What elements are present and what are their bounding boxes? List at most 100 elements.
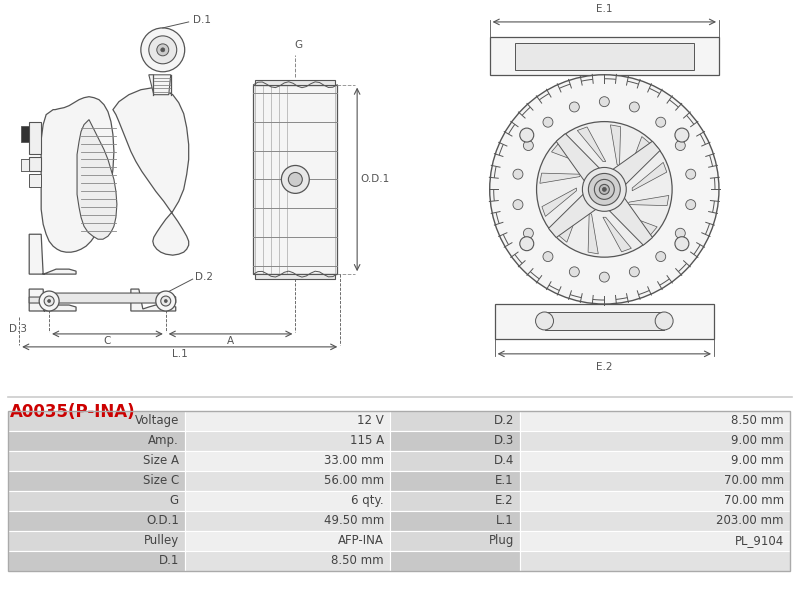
Polygon shape [149,75,170,95]
Polygon shape [490,37,719,75]
Circle shape [537,121,672,257]
Bar [520,491,790,511]
Polygon shape [22,160,30,171]
Text: 203.00 mm: 203.00 mm [717,514,784,527]
Text: A0035(P-INA): A0035(P-INA) [10,403,136,421]
Circle shape [149,36,177,64]
Circle shape [520,237,534,251]
Bar [520,431,790,451]
Bar [520,531,790,551]
Bar [520,551,790,571]
Text: D.2: D.2 [494,414,514,427]
Bar [185,551,390,571]
Circle shape [161,48,165,52]
Text: 33.00 mm: 33.00 mm [324,454,384,467]
Text: 9.00 mm: 9.00 mm [731,434,784,447]
Text: 115 A: 115 A [350,434,384,447]
Bar [185,531,390,551]
Polygon shape [542,188,577,216]
Circle shape [161,296,170,306]
Text: D.1: D.1 [193,15,210,25]
Text: L.1: L.1 [172,349,187,359]
Text: D.2: D.2 [194,272,213,282]
Text: E.2: E.2 [495,494,514,507]
Circle shape [686,169,696,179]
Bar [8,431,185,451]
Bar [185,411,390,431]
Polygon shape [131,289,176,311]
Bar [185,431,390,451]
Bar [8,451,185,471]
Bar [520,511,790,531]
Text: C: C [103,336,110,346]
Polygon shape [608,197,653,245]
Polygon shape [22,125,30,141]
Text: D.3: D.3 [10,324,27,334]
Polygon shape [255,80,335,85]
Circle shape [543,252,553,262]
Circle shape [655,312,673,330]
Bar [390,431,520,451]
Bar [390,551,520,571]
Circle shape [656,117,666,127]
Text: D.1: D.1 [158,554,179,567]
Text: 8.50 mm: 8.50 mm [331,554,384,567]
Text: G: G [170,494,179,507]
Circle shape [156,291,176,311]
Text: Size C: Size C [142,474,179,487]
Text: PL_9104: PL_9104 [734,534,784,547]
Bar [185,451,390,471]
Bar [185,471,390,491]
Text: 6 qty.: 6 qty. [351,494,384,507]
Bar [390,451,520,471]
Bar [520,451,790,471]
Bar [185,511,390,531]
Bar [390,531,520,551]
Bar [520,411,790,431]
Circle shape [599,97,610,107]
Text: Voltage: Voltage [134,414,179,427]
Circle shape [599,184,610,194]
Text: D.4: D.4 [494,454,514,467]
Polygon shape [30,234,76,274]
Text: E.1: E.1 [596,4,613,14]
Circle shape [523,229,534,238]
Circle shape [282,166,310,193]
Circle shape [588,173,620,206]
Circle shape [594,180,614,199]
Bar [8,411,185,431]
Text: L.1: L.1 [496,514,514,527]
Polygon shape [30,121,41,154]
Text: G: G [294,40,302,50]
Text: 70.00 mm: 70.00 mm [724,494,784,507]
Polygon shape [617,213,657,235]
Circle shape [535,312,554,330]
Bar [185,491,390,511]
Bar [390,471,520,491]
Circle shape [164,300,167,303]
Circle shape [686,200,696,210]
Polygon shape [551,144,592,166]
Polygon shape [30,289,76,311]
Text: D.3: D.3 [494,434,514,447]
Circle shape [570,267,579,277]
Polygon shape [603,217,631,252]
Circle shape [141,28,185,72]
Circle shape [630,102,639,112]
Text: Pulley: Pulley [144,534,179,547]
Circle shape [520,128,534,142]
Polygon shape [30,293,176,303]
Text: 8.50 mm: 8.50 mm [731,414,784,427]
Circle shape [490,75,719,304]
Bar [390,411,520,431]
Polygon shape [588,213,598,254]
Circle shape [543,117,553,127]
Circle shape [157,44,169,56]
Polygon shape [254,85,338,274]
Polygon shape [612,141,660,186]
Circle shape [513,200,523,210]
Bar [390,491,520,511]
Polygon shape [632,163,666,191]
Polygon shape [628,137,650,177]
Bar [8,491,185,511]
